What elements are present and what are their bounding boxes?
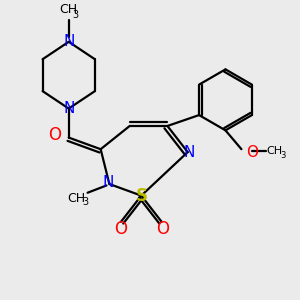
Text: O: O	[48, 126, 61, 144]
Text: N: N	[63, 34, 74, 49]
Text: 3: 3	[82, 197, 88, 207]
Text: N: N	[63, 101, 74, 116]
Text: CH: CH	[60, 3, 78, 16]
Text: CH: CH	[267, 146, 283, 156]
Text: N: N	[102, 175, 114, 190]
Text: O: O	[156, 220, 169, 238]
Text: N: N	[184, 145, 195, 160]
Text: CH: CH	[67, 192, 85, 205]
Text: S: S	[135, 187, 147, 205]
Text: O: O	[114, 220, 127, 238]
Text: 3: 3	[72, 10, 78, 20]
Text: 3: 3	[280, 151, 285, 160]
Text: O: O	[246, 145, 258, 160]
